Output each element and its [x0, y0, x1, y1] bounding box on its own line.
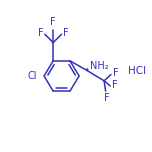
Text: HCl: HCl [128, 66, 147, 76]
Text: F: F [113, 68, 119, 78]
Text: •: • [85, 66, 90, 75]
Text: F: F [104, 93, 109, 103]
Text: Cl: Cl [28, 71, 37, 81]
Text: F: F [38, 28, 43, 38]
Text: F: F [63, 28, 69, 38]
Text: NH₂: NH₂ [90, 61, 109, 71]
Text: F: F [50, 17, 56, 27]
Text: F: F [112, 80, 118, 90]
